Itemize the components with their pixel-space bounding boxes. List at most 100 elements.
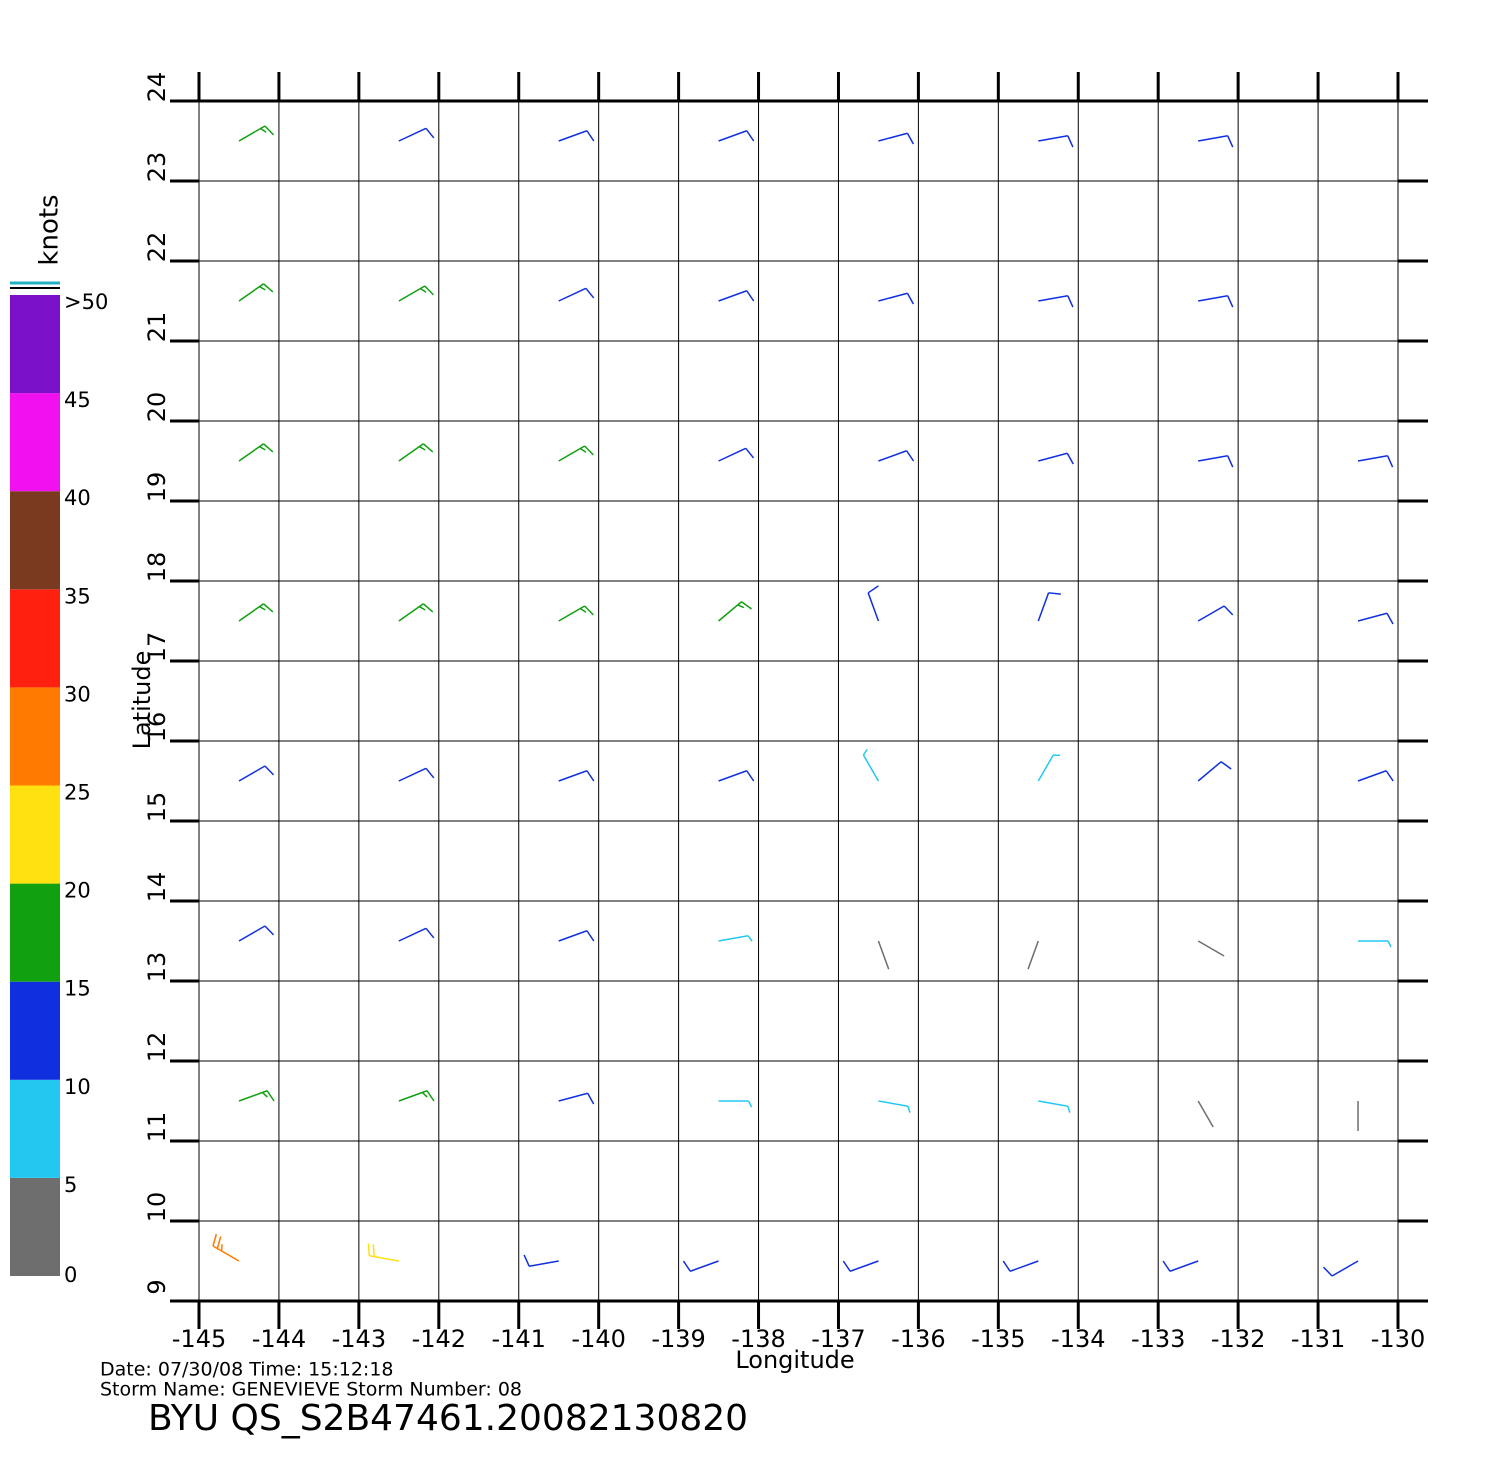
x-tick-label: -138 xyxy=(731,1325,785,1353)
wind-barb xyxy=(1357,770,1394,782)
colorbar-tick-label: 25 xyxy=(64,781,91,805)
y-tick-label: 21 xyxy=(143,312,171,343)
wind-barb xyxy=(1197,605,1234,622)
wind-barb xyxy=(878,450,915,462)
wind-barb xyxy=(367,1243,399,1262)
x-tick-label: -135 xyxy=(971,1325,1025,1353)
footer-line: Date: 07/30/08 Time: 15:12:18 xyxy=(100,1359,394,1381)
y-tick-label: 9 xyxy=(143,1279,171,1294)
wind-barb xyxy=(1038,295,1074,308)
wind-barb xyxy=(718,770,755,782)
wind-barb xyxy=(1038,452,1074,465)
x-tick-label: -134 xyxy=(1051,1325,1105,1353)
wind-barb xyxy=(718,935,753,942)
colorbar-tick-label: 20 xyxy=(64,879,91,903)
wind-barb xyxy=(1357,455,1394,468)
wind-barb xyxy=(238,125,275,142)
colorbar-tick-label: 15 xyxy=(64,977,91,1001)
footer-line: Storm Name: GENEVIEVE Storm Number: 08 xyxy=(100,1379,522,1401)
colorbar-band xyxy=(10,1177,60,1276)
x-tick-label: -132 xyxy=(1211,1325,1265,1353)
colorbar-band xyxy=(10,687,60,786)
y-tick-label: 13 xyxy=(143,952,171,983)
y-tick-label: 15 xyxy=(143,792,171,823)
wind-barb xyxy=(398,767,435,782)
x-tick-label: -137 xyxy=(811,1325,865,1353)
y-tick-label: 11 xyxy=(143,1112,171,1143)
wind-barb xyxy=(842,1260,879,1272)
wind-barb xyxy=(1038,1100,1071,1113)
wind-barb xyxy=(1198,455,1234,468)
colorbar-tick-label: 10 xyxy=(64,1075,91,1099)
colorbar-tick-label: 0 xyxy=(64,1263,77,1287)
y-tick-label: 24 xyxy=(143,72,171,103)
colorbar-band xyxy=(10,883,60,982)
y-tick-label: 10 xyxy=(143,1192,171,1223)
wind-barb xyxy=(1198,135,1234,148)
wind-barb xyxy=(398,1090,435,1102)
wind-barb xyxy=(238,443,274,462)
wind-barb xyxy=(398,127,435,142)
wind-barb xyxy=(718,290,755,302)
wind-barb xyxy=(238,925,275,942)
colorbar-tick-label: >50 xyxy=(64,290,108,314)
x-tick-label: -133 xyxy=(1131,1325,1185,1353)
x-tick-label: -143 xyxy=(332,1325,386,1353)
y-tick-label: 14 xyxy=(143,872,171,903)
colorbar-tick-label: 40 xyxy=(64,486,91,510)
wind-barb xyxy=(867,585,880,622)
wind-barb xyxy=(1197,761,1232,782)
y-tick-label: 19 xyxy=(143,472,171,503)
wind-barb xyxy=(1358,940,1392,948)
wind-barb xyxy=(212,1233,240,1262)
wind-barb xyxy=(1162,1260,1199,1272)
x-axis-label: Longitude xyxy=(735,1346,854,1374)
wind-barb xyxy=(398,603,434,622)
colorbar-band xyxy=(10,491,60,590)
wind-barb xyxy=(238,1090,275,1102)
y-tick-label: 16 xyxy=(143,712,171,743)
wind-barb xyxy=(558,130,595,142)
wind-barb xyxy=(558,445,594,462)
wind-barb xyxy=(1038,135,1074,148)
colorbar-tick-label: 30 xyxy=(64,682,91,706)
wind-barb xyxy=(1322,1260,1359,1277)
wind-barb xyxy=(238,603,274,622)
y-tick-label: 20 xyxy=(143,392,171,423)
y-axis-label: Latitude xyxy=(128,651,156,750)
wind-barb xyxy=(878,132,915,145)
x-tick-label: -131 xyxy=(1291,1325,1345,1353)
wind-barb xyxy=(398,443,434,462)
x-tick-label: -139 xyxy=(651,1325,705,1353)
y-tick-label: 23 xyxy=(143,152,171,183)
wind-barb xyxy=(558,605,594,622)
wind-barb xyxy=(1197,940,1225,957)
wind-barb xyxy=(1197,1100,1214,1128)
wind-barb xyxy=(558,287,595,302)
colorbar-band xyxy=(10,981,60,1080)
y-tick-label: 18 xyxy=(143,552,171,583)
x-tick-label: -141 xyxy=(491,1325,545,1353)
wind-barb xyxy=(877,940,890,970)
wind-barb xyxy=(238,765,275,782)
wind-barb xyxy=(1357,612,1394,625)
wind-barb xyxy=(558,1092,595,1105)
x-tick-label: -145 xyxy=(172,1325,226,1353)
colorbar-band xyxy=(10,295,60,394)
y-tick-label: 17 xyxy=(143,632,171,663)
y-tick-label: 22 xyxy=(143,232,171,263)
wind-barb xyxy=(718,601,753,622)
colorbar-tick-label: 5 xyxy=(64,1173,77,1197)
wind-barb xyxy=(1198,295,1234,308)
chart-title: BYU QS_S2B47461.20082130820 xyxy=(148,1398,748,1439)
wind-barb xyxy=(398,285,434,302)
wind-barb xyxy=(558,770,595,782)
colorbar-band xyxy=(10,589,60,688)
wind-barb xyxy=(878,1100,911,1113)
wind-barb xyxy=(718,447,755,462)
wind-barb xyxy=(682,1260,719,1272)
wind-barb xyxy=(718,1100,753,1108)
colorbar-band xyxy=(10,1079,60,1178)
